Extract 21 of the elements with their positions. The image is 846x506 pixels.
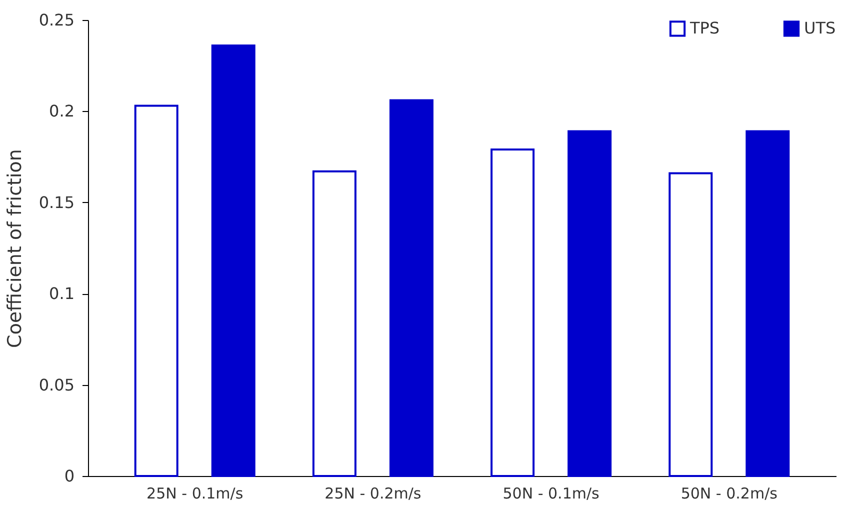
bar	[134, 104, 178, 477]
bar	[389, 99, 434, 477]
x-tick-label: 50N - 0.2m/s	[680, 484, 778, 502]
y-tick-label: 0.05	[38, 375, 74, 394]
y-tick-label: 0.1	[49, 284, 74, 304]
y-tick-label: 0.15	[38, 192, 74, 212]
bar	[568, 130, 612, 477]
bar	[668, 172, 713, 477]
x-tick-label: 25N - 0.1m/s	[146, 484, 244, 502]
y-tick-label: 0.2	[49, 102, 74, 121]
x-tick-label: 50N - 0.1m/s	[502, 484, 600, 502]
bar	[211, 44, 256, 477]
x-tick-label: 25N - 0.2m/s	[324, 484, 422, 502]
y-tick-label: 0	[64, 466, 74, 486]
bar	[312, 170, 356, 477]
y-axis-title: Coefficient of friction	[4, 149, 26, 348]
y-tick-label: 0.25	[38, 10, 74, 30]
bar	[490, 148, 535, 477]
legend-label: TPS	[689, 18, 720, 38]
bar	[746, 130, 790, 477]
legend-label: UTS	[804, 18, 836, 38]
